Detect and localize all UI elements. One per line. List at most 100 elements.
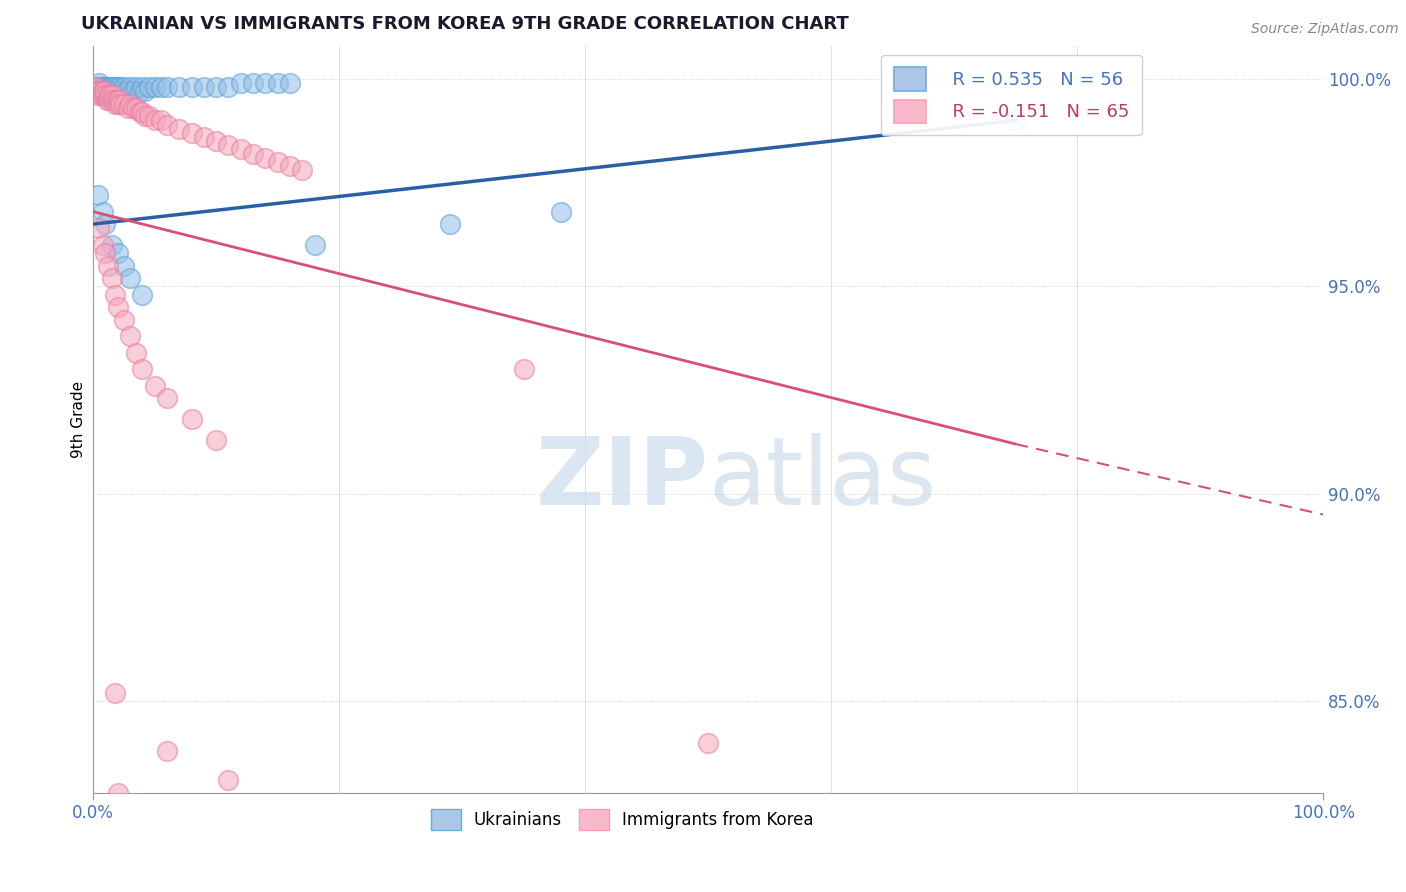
Point	[169, 121, 191, 136]
Point	[129, 105, 152, 120]
Text: Source: ZipAtlas.com: Source: ZipAtlas.com	[1251, 22, 1399, 37]
Point	[93, 84, 115, 98]
Point	[93, 80, 115, 95]
Point	[89, 84, 111, 98]
Point	[169, 80, 191, 95]
Point	[94, 84, 117, 98]
Point	[138, 80, 160, 95]
Point	[131, 287, 153, 301]
Point	[512, 362, 534, 376]
Point	[143, 379, 166, 393]
Point	[304, 238, 326, 252]
Point	[120, 329, 142, 343]
Point	[112, 80, 135, 95]
Point	[104, 287, 127, 301]
Text: UKRAINIAN VS IMMIGRANTS FROM KOREA 9TH GRADE CORRELATION CHART: UKRAINIAN VS IMMIGRANTS FROM KOREA 9TH G…	[82, 15, 849, 33]
Point	[229, 76, 252, 90]
Point	[112, 312, 135, 326]
Point	[100, 84, 122, 98]
Point	[143, 80, 166, 95]
Point	[117, 101, 139, 115]
Point	[107, 786, 129, 800]
Point	[218, 80, 240, 95]
Point	[193, 130, 215, 145]
Point	[205, 433, 228, 447]
Point	[242, 76, 264, 90]
Point	[103, 84, 125, 98]
Point	[96, 80, 118, 95]
Point	[149, 113, 172, 128]
Point	[229, 143, 252, 157]
Point	[121, 101, 143, 115]
Point	[149, 80, 172, 95]
Point	[107, 80, 129, 95]
Point	[439, 217, 461, 231]
Point	[97, 259, 120, 273]
Point	[156, 80, 179, 95]
Point	[107, 300, 129, 314]
Point	[125, 80, 148, 95]
Point	[87, 188, 110, 202]
Point	[105, 84, 128, 98]
Point	[110, 96, 132, 111]
Point	[115, 84, 138, 98]
Point	[131, 80, 153, 95]
Point	[86, 84, 108, 98]
Point	[266, 154, 288, 169]
Point	[107, 246, 129, 260]
Point	[89, 221, 111, 235]
Point	[110, 80, 132, 95]
Point	[129, 84, 152, 98]
Point	[291, 163, 314, 178]
Point	[218, 773, 240, 788]
Point	[101, 80, 124, 95]
Point	[90, 84, 112, 98]
Point	[97, 84, 120, 98]
Point	[87, 88, 110, 103]
Point	[98, 80, 121, 95]
Point	[120, 271, 142, 285]
Point	[278, 76, 301, 90]
Point	[90, 88, 112, 103]
Point	[97, 88, 120, 103]
Y-axis label: 9th Grade: 9th Grade	[72, 381, 86, 458]
Point	[100, 271, 122, 285]
Point	[107, 96, 129, 111]
Point	[104, 686, 127, 700]
Point	[90, 80, 112, 95]
Point	[91, 88, 114, 103]
Point	[156, 392, 179, 406]
Point	[134, 84, 156, 98]
Point	[89, 76, 111, 90]
Point	[205, 134, 228, 148]
Point	[143, 113, 166, 128]
Point	[91, 204, 114, 219]
Point	[86, 84, 108, 98]
Text: ZIP: ZIP	[536, 433, 709, 524]
Point	[112, 259, 135, 273]
Point	[104, 80, 127, 95]
Point	[94, 217, 117, 231]
Point	[278, 159, 301, 173]
Point	[697, 736, 720, 750]
Point	[125, 101, 148, 115]
Point	[266, 76, 288, 90]
Point	[90, 84, 112, 98]
Point	[110, 84, 132, 98]
Point	[120, 80, 142, 95]
Text: atlas: atlas	[709, 433, 936, 524]
Point	[94, 246, 117, 260]
Point	[91, 80, 114, 95]
Point	[125, 345, 148, 359]
Point	[84, 80, 107, 95]
Point	[98, 93, 121, 107]
Point	[1004, 113, 1026, 128]
Point	[101, 88, 124, 103]
Point	[156, 118, 179, 132]
Point	[193, 80, 215, 95]
Point	[87, 80, 110, 95]
Point	[100, 93, 122, 107]
Point	[180, 412, 202, 426]
Point	[218, 138, 240, 153]
Point	[131, 362, 153, 376]
